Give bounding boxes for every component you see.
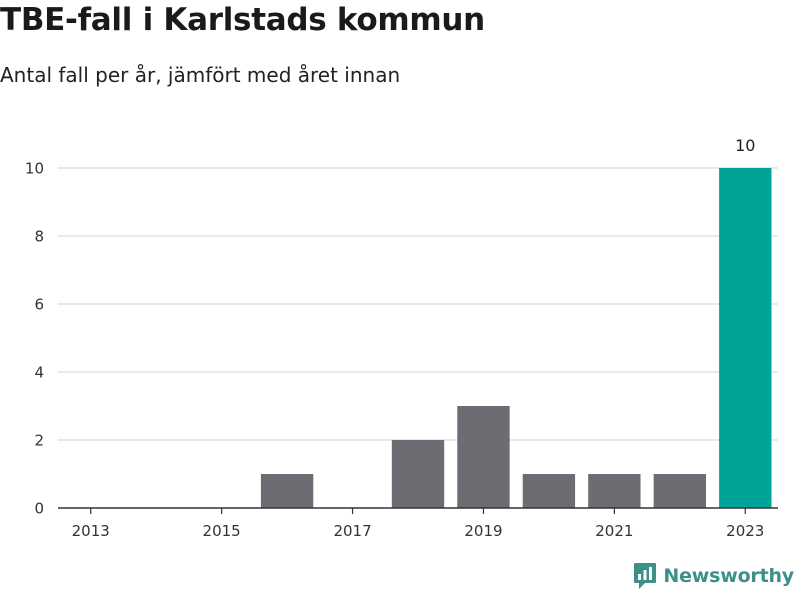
brand-name: Newsworthy	[663, 565, 794, 587]
y-tick-label-4: 4	[34, 364, 44, 382]
bar-2022	[653, 474, 706, 508]
labels: 0 2 4 6 8 10 2013 2015 2017 2019 2021 2023 10	[25, 136, 764, 540]
chart-subtitle: Antal fall per år, jämfört med året inna…	[0, 63, 401, 87]
newsworthy-icon	[634, 563, 657, 589]
axes	[58, 507, 778, 514]
bar-2023	[719, 168, 772, 508]
x-tick-label-2021: 2021	[595, 522, 633, 540]
y-tick-label-2: 2	[34, 432, 44, 450]
y-tick-label-6: 6	[34, 296, 44, 314]
bar-2016	[260, 474, 314, 508]
data-label-2023: 10	[735, 136, 755, 155]
chart-title: TBE-fall i Karlstads kommun	[0, 2, 485, 38]
bar-2018	[391, 440, 445, 508]
y-tick-label-8: 8	[34, 228, 44, 246]
newsworthy-logo: Newsworthy	[633, 561, 794, 591]
grid-lines	[58, 167, 778, 441]
bar-2021	[588, 474, 641, 508]
bars	[260, 168, 772, 508]
x-tick-label-2019: 2019	[464, 522, 502, 540]
x-tick-label-2023: 2023	[726, 522, 764, 540]
y-tick-label-0: 0	[34, 500, 44, 518]
y-tick-label-10: 10	[25, 160, 44, 178]
bar-2020	[522, 474, 576, 508]
x-tick-label-2017: 2017	[333, 522, 371, 540]
x-tick-label-2013: 2013	[72, 522, 110, 540]
x-tick-label-2015: 2015	[203, 522, 241, 540]
bar-2019	[457, 406, 510, 508]
